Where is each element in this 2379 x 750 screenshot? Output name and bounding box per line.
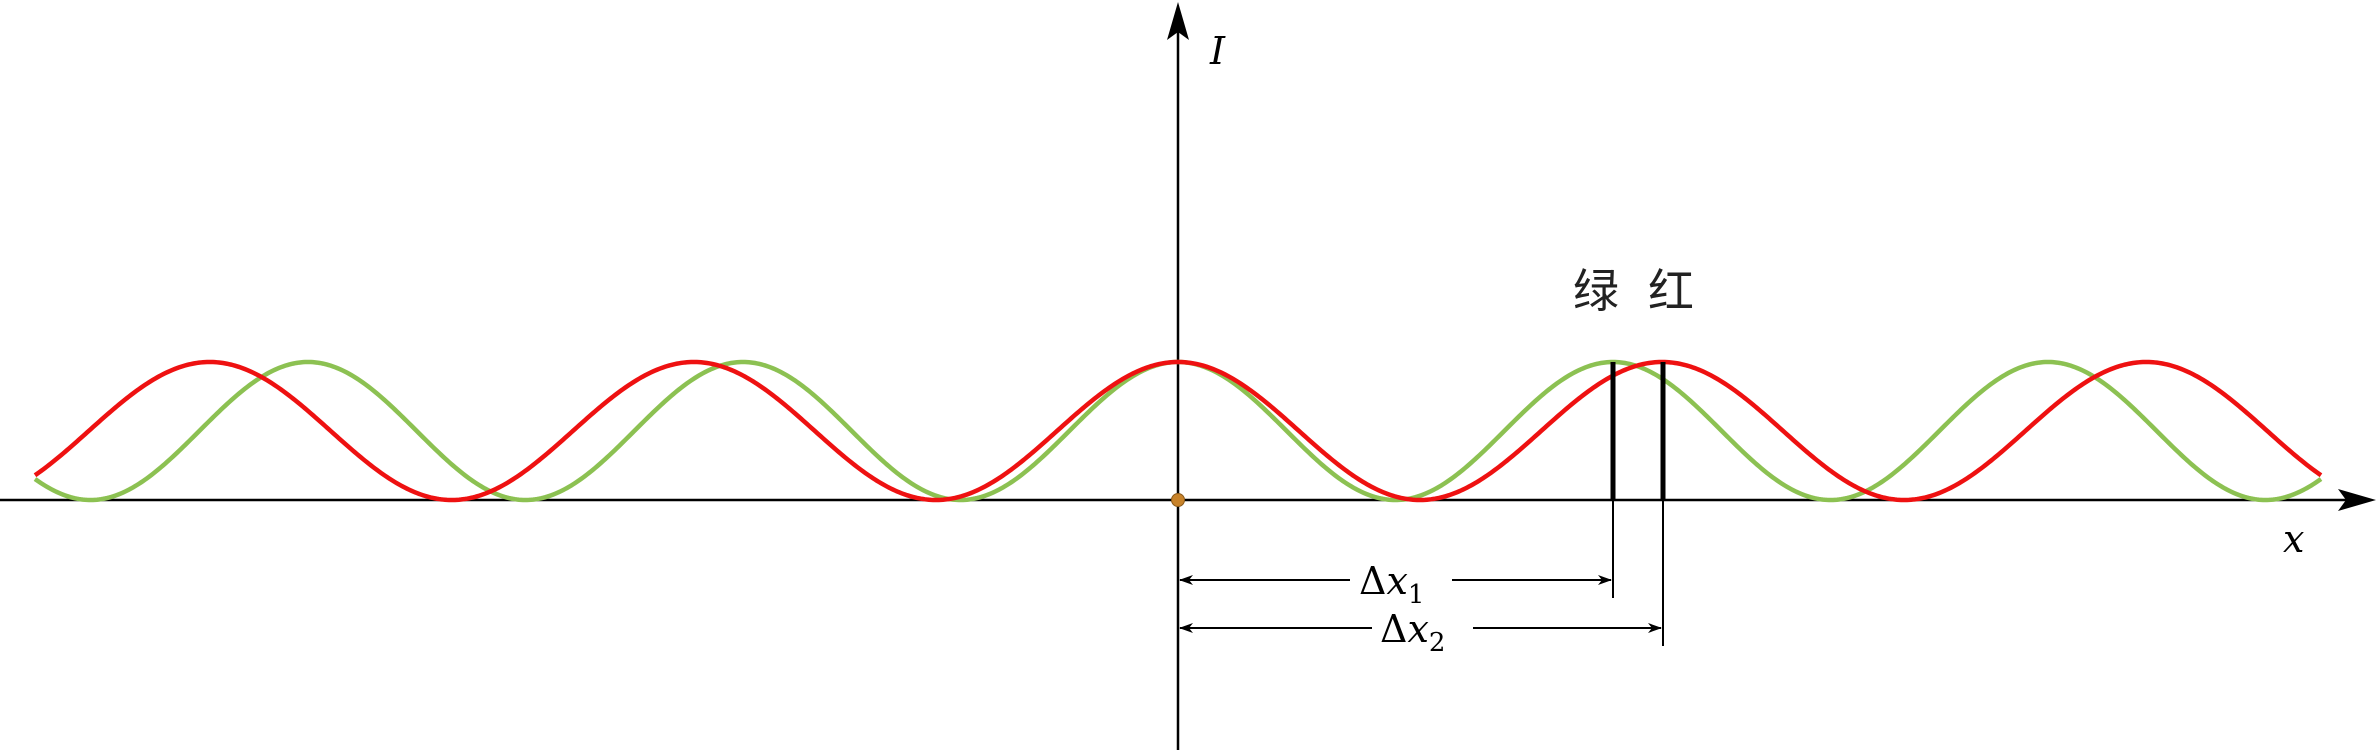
x-axis-label: x: [2283, 517, 2304, 561]
dx1-var: x: [1386, 559, 1407, 603]
red-label: 红: [1648, 264, 1694, 318]
y-axis-arrow-icon: [1167, 2, 1189, 40]
origin-point: [1171, 493, 1185, 507]
dx2-label: Δx2: [1380, 607, 1445, 658]
red-intensity-curve: [33, 359, 2323, 503]
dx2-var: x: [1407, 607, 1428, 651]
green-label: 绿: [1573, 264, 1619, 318]
dx1-label: Δx1: [1359, 559, 1424, 610]
y-axis-label: I: [1209, 29, 1226, 73]
x-axis-arrow-icon: [2338, 489, 2376, 511]
dx2-sub: 2: [1429, 628, 1446, 658]
dx2-delta: Δ: [1380, 607, 1407, 651]
dx1-delta: Δ: [1359, 559, 1386, 603]
dx1-sub: 1: [1408, 580, 1425, 610]
